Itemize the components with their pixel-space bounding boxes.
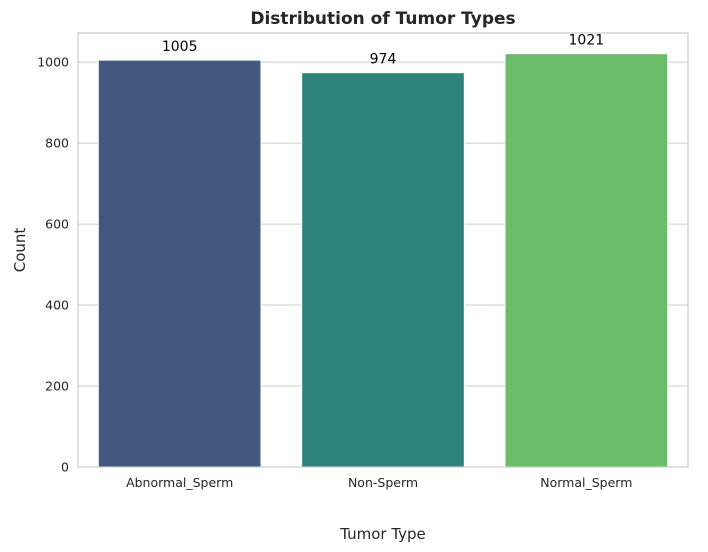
data-labels: 1005 974 1021 [162,33,604,68]
y-tick-label: 0 [61,460,69,475]
bars [97,53,669,468]
x-axis-label: Tumor Type [339,525,426,543]
bar-normal-sperm [504,53,669,468]
x-tick-label: Abnormal_Sperm [126,475,233,490]
y-tick-label: 1000 [37,55,69,70]
y-tick-label: 800 [45,136,69,151]
y-tick-label: 400 [45,298,69,313]
data-label: 1021 [569,33,605,49]
plot-frame [77,32,689,468]
x-tick-label: Non-Sperm [348,475,418,490]
bar-abnormal-sperm [97,59,262,468]
x-tick-labels: Abnormal_Sperm Non-Sperm Normal_Sperm [126,475,632,490]
data-label: 1005 [162,39,198,55]
x-tick-label: Normal_Sperm [540,475,632,490]
y-axis-label: Count [11,228,29,273]
y-tick-label: 600 [45,217,69,232]
data-label: 974 [370,52,397,68]
y-tick-label: 200 [45,379,69,394]
y-tick-labels: 0 200 400 600 800 1000 [37,55,69,475]
chart-title: Distribution of Tumor Types [250,9,515,29]
bar-non-sperm [301,72,465,468]
